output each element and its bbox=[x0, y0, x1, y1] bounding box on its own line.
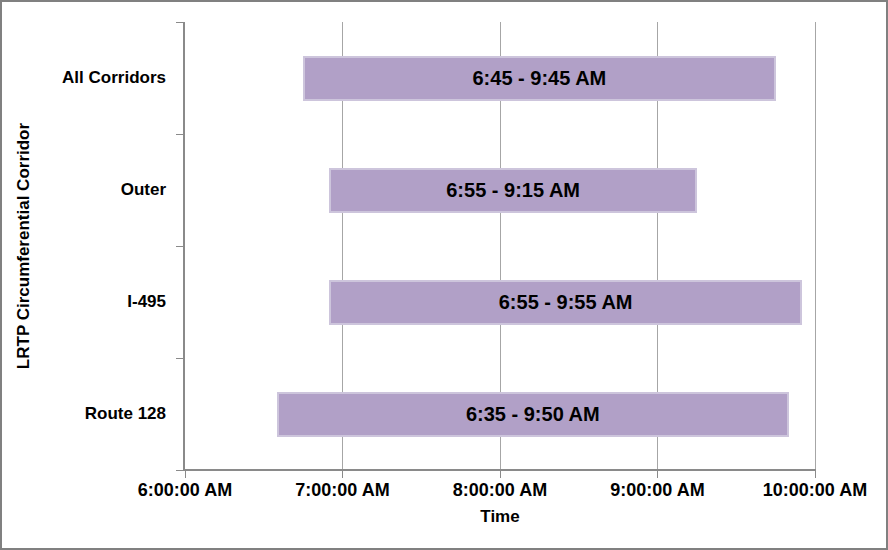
x-axis-tick bbox=[657, 471, 658, 478]
bar-range-label: 6:55 - 9:55 AM bbox=[331, 282, 800, 323]
bar-outer: 6:55 - 9:15 AM bbox=[329, 168, 696, 213]
bar-all-corridors: 6:45 - 9:45 AM bbox=[303, 56, 776, 101]
x-axis-tick bbox=[500, 471, 501, 478]
bar-route-128: 6:35 - 9:50 AM bbox=[277, 392, 789, 437]
y-axis-tick bbox=[176, 246, 183, 247]
x-axis-tick bbox=[342, 471, 343, 478]
y-axis-tick bbox=[176, 134, 183, 135]
y-axis-tick bbox=[176, 22, 183, 23]
bar-range-label: 6:55 - 9:15 AM bbox=[331, 170, 694, 211]
bar-i-495: 6:55 - 9:55 AM bbox=[329, 280, 802, 325]
x-tick-label: 6:00:00 AM bbox=[115, 479, 255, 501]
major-gridline bbox=[815, 22, 816, 470]
time-range-bar-chart: 6:45 - 9:45 AM 6:55 - 9:15 AM 6:55 - 9:55 … bbox=[0, 0, 888, 550]
x-axis-tick bbox=[815, 471, 816, 478]
x-axis-title: Time bbox=[185, 506, 815, 528]
bar-range-label: 6:35 - 9:50 AM bbox=[279, 394, 787, 435]
y-axis-line bbox=[183, 22, 185, 471]
bar-range-label: 6:45 - 9:45 AM bbox=[305, 58, 774, 99]
x-axis-tick bbox=[185, 471, 186, 478]
x-tick-label: 10:00:00 AM bbox=[745, 479, 885, 501]
y-axis-tick bbox=[176, 470, 183, 471]
y-axis-tick bbox=[176, 358, 183, 359]
x-tick-label: 8:00:00 AM bbox=[430, 479, 570, 501]
x-tick-label: 7:00:00 AM bbox=[273, 479, 413, 501]
y-axis-title: LRTP Circumferential Corridor bbox=[13, 22, 35, 470]
x-tick-label: 9:00:00 AM bbox=[588, 479, 728, 501]
